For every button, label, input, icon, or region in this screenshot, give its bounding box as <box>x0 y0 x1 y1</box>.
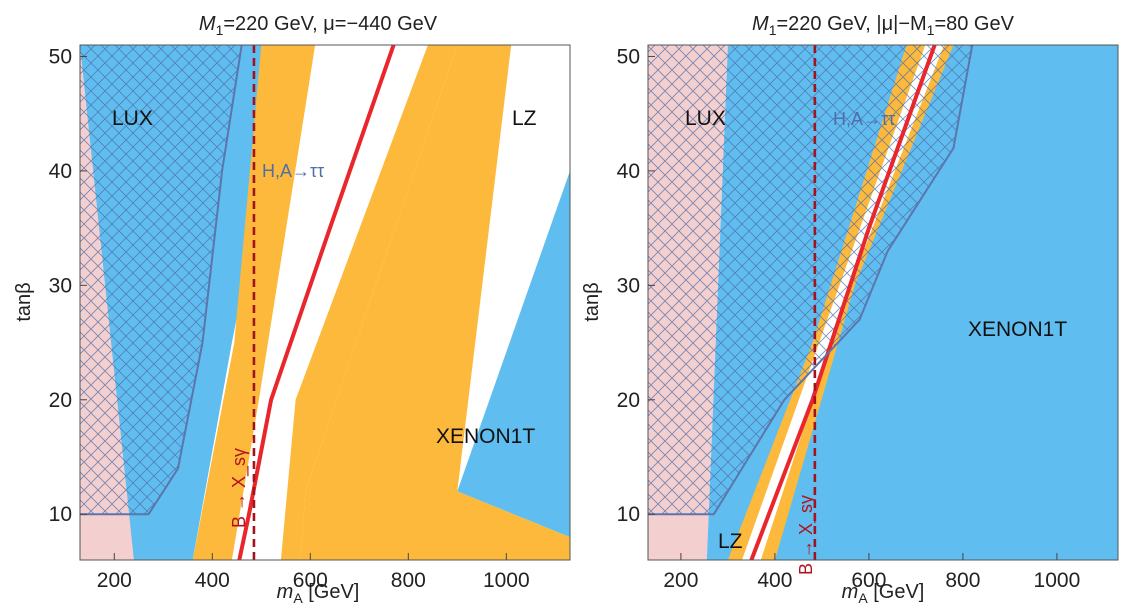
x-tick-label: 800 <box>391 569 426 592</box>
y-tick-label: 20 <box>49 389 72 412</box>
y-tick-label: 30 <box>49 274 72 297</box>
x-tick-label: 600 <box>293 569 328 592</box>
y-tick-label: 30 <box>617 274 640 297</box>
left-x-axis-label: mA [GeV] <box>277 581 360 604</box>
x-tick-label: 1000 <box>1034 569 1081 592</box>
x-tick-label: 800 <box>945 569 980 592</box>
y-tick-label: 20 <box>617 389 640 412</box>
x-tick-label: 200 <box>663 569 698 592</box>
y-tick-label: 50 <box>49 45 72 68</box>
right-y-axis-label: tanβ <box>581 282 603 321</box>
y-tick-label: 40 <box>617 160 640 183</box>
relic-density-line <box>237 45 396 560</box>
left-label-bsgamma: B → X_sγ <box>229 448 250 528</box>
y-tick-label: 40 <box>49 160 72 183</box>
lz-sensitivity-band-right <box>280 45 458 560</box>
left-y-axis-label: tanβ <box>13 282 35 321</box>
left-label-htautau: H,A→ττ <box>262 161 324 181</box>
x-tick-label: 1000 <box>483 569 530 592</box>
right-panel: M1=220 GeV, |μ|−M1=80 GeV 200 400 600 800 10… <box>581 13 1119 604</box>
right-label-bsgamma: B → X_sγ <box>796 495 817 575</box>
right-label-xenon: XENON1T <box>968 318 1067 341</box>
lz-sensitivity-band <box>192 45 316 560</box>
right-label-lz: LZ <box>718 530 743 553</box>
left-plot-frame <box>79 44 571 561</box>
y-tick-label: 10 <box>617 503 640 526</box>
right-plot-area <box>647 44 1119 561</box>
relic-density-line <box>749 45 937 560</box>
left-label-xenon: XENON1T <box>436 425 535 448</box>
lz-sensitivity-region <box>300 45 570 560</box>
y-tick-label: 10 <box>49 503 72 526</box>
left-panel: M1=220 GeV, μ=−440 GeV 200 400 600 800 1000 1… <box>13 13 571 604</box>
y-tick-label: 50 <box>617 45 640 68</box>
right-plot-frame <box>647 44 1119 561</box>
right-panel-title: M1=220 GeV, |μ|−M1=80 GeV <box>752 13 1015 38</box>
htautau-boundary-line <box>80 45 243 516</box>
left-panel-title: M1=220 GeV, μ=−440 GeV <box>199 13 438 38</box>
x-tick-label: 400 <box>195 569 230 592</box>
right-x-axis-label: mA [GeV] <box>842 581 925 604</box>
xenon1t-excluded-region-right <box>457 170 570 538</box>
x-tick-label: 200 <box>97 569 132 592</box>
x-tick-label: 600 <box>851 569 886 592</box>
left-label-lux: LUX <box>112 107 153 130</box>
left-label-lz: LZ <box>512 107 537 130</box>
right-label-htautau: H,A→ττ <box>833 109 895 129</box>
htautau-excluded-hatch <box>80 45 242 515</box>
htautau-boundary-line <box>648 45 974 516</box>
right-label-lux: LUX <box>685 107 726 130</box>
x-tick-label: 400 <box>757 569 792 592</box>
left-plot-area <box>79 44 571 561</box>
